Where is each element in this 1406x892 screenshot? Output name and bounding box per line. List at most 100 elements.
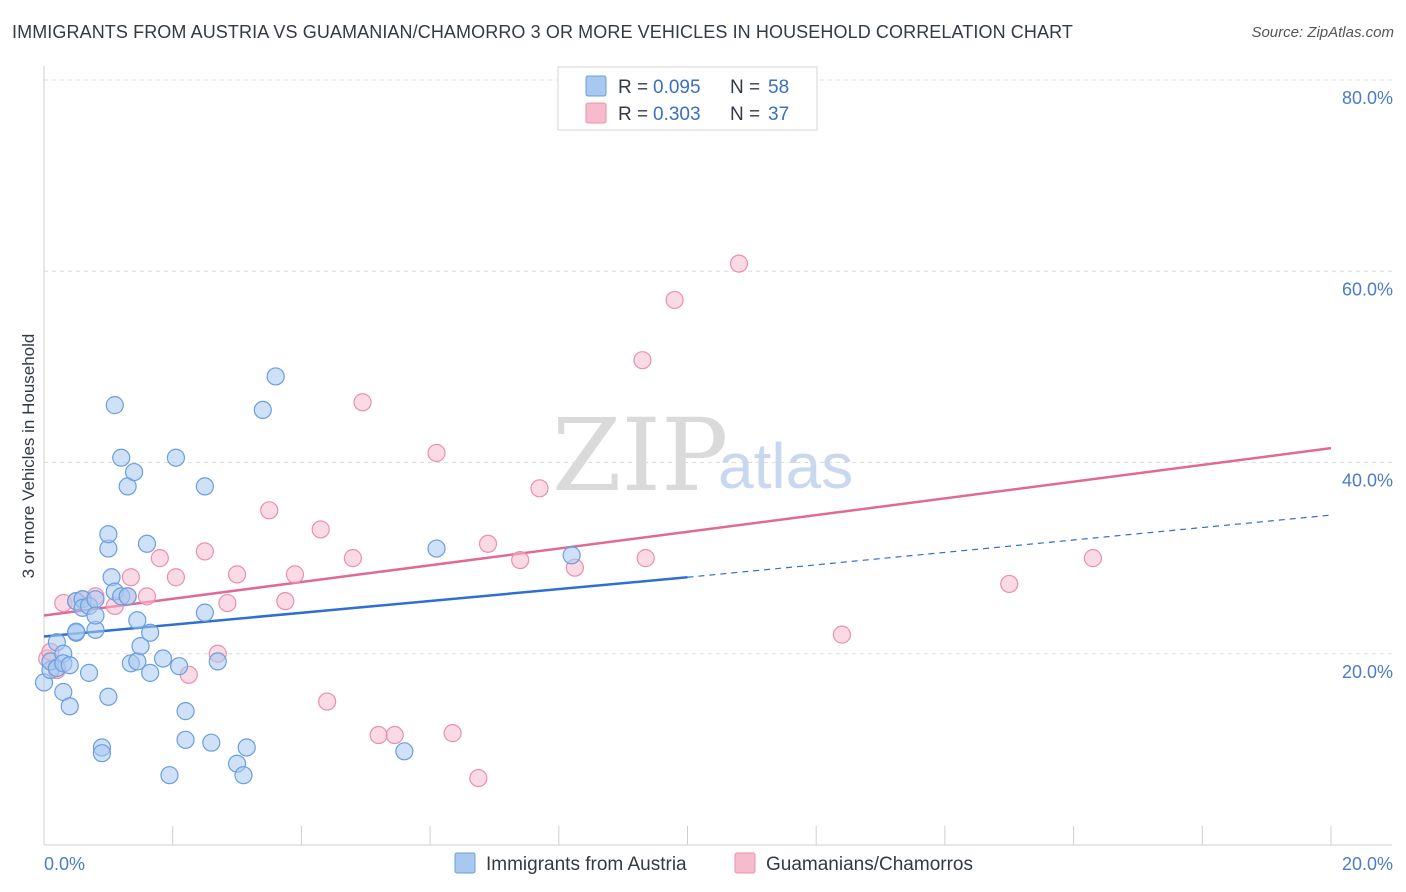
point-austria — [237, 738, 256, 757]
point-guamanians — [832, 625, 852, 644]
point-austria — [153, 649, 173, 668]
point-austria — [112, 448, 131, 467]
point-austria — [60, 656, 79, 675]
trend-line-guamanians — [43, 446, 1332, 617]
y-tick-label-80: 80.0% — [1342, 88, 1393, 108]
y-tick-label-40: 40.0% — [1342, 471, 1393, 491]
point-guamanians — [318, 692, 337, 711]
legend-r-label-austria: R = — [618, 77, 648, 98]
point-austria — [99, 525, 118, 544]
point-austria — [99, 687, 118, 706]
point-austria — [176, 702, 195, 721]
point-austria — [208, 652, 227, 671]
point-austria — [118, 587, 137, 606]
point-austria — [562, 546, 581, 565]
series-austria-points — [34, 367, 581, 785]
point-austria — [195, 603, 214, 622]
point-austria — [131, 636, 150, 656]
point-austria — [86, 606, 105, 625]
x-axis-ticks: 0.0% 20.0% — [43, 826, 1393, 874]
y-axis-ticks: 20.0% 40.0% 60.0% 80.0% — [1342, 88, 1393, 682]
watermark-zip: ZIP — [552, 397, 728, 514]
bottom-legend-swatch-guamanians — [734, 852, 756, 874]
point-guamanians — [121, 568, 140, 587]
point-austria — [395, 742, 414, 761]
point-guamanians — [227, 565, 247, 584]
point-guamanians — [369, 725, 388, 745]
chart-title: IMMIGRANTS FROM AUSTRIA VS GUAMANIAN/CHA… — [12, 22, 1073, 42]
point-austria — [79, 663, 99, 682]
point-guamanians — [260, 501, 279, 520]
point-austria — [105, 396, 124, 415]
x-tick-label-min: 0.0% — [44, 854, 85, 874]
trend-line-austria-extrapolated — [687, 514, 1332, 578]
point-guamanians — [137, 587, 157, 606]
legend-swatch-guamanians — [585, 102, 607, 124]
point-guamanians — [636, 549, 655, 568]
legend-r-value-austria: 0.095 — [653, 77, 701, 98]
point-guamanians — [478, 534, 498, 553]
bottom-legend-label-austria: Immigrants from Austria — [486, 854, 687, 875]
point-guamanians — [276, 592, 295, 611]
point-austria — [92, 744, 112, 763]
point-austria — [176, 730, 195, 749]
axes — [43, 66, 1392, 846]
legend-n-label-austria: N = — [730, 77, 760, 98]
point-austria — [166, 448, 186, 467]
point-guamanians — [343, 549, 362, 568]
point-guamanians — [511, 550, 530, 570]
point-guamanians — [150, 549, 169, 568]
legend-swatch-austria — [585, 75, 607, 97]
bottom-legend-label-guamanians: Guamanians/Chamorros — [766, 854, 973, 875]
point-austria — [202, 733, 221, 752]
legend-n-value-austria: 58 — [768, 77, 789, 98]
point-guamanians — [285, 565, 305, 584]
gridlines — [44, 79, 1392, 655]
point-austria — [141, 663, 160, 682]
legend-r-value-guamanians: 0.303 — [653, 104, 701, 125]
y-tick-label-60: 60.0% — [1342, 279, 1393, 299]
point-guamanians — [469, 768, 488, 788]
point-austria — [124, 462, 144, 482]
bottom-legend-swatch-austria — [454, 852, 476, 874]
source-credit: Source: ZipAtlas.com — [1251, 24, 1394, 41]
series-guamanians-points — [38, 254, 1103, 788]
legend-r-label-guamanians: R = — [618, 104, 648, 125]
point-guamanians — [1000, 574, 1019, 594]
point-guamanians — [311, 520, 330, 539]
point-guamanians — [353, 393, 372, 412]
stats-legend: R = 0.095 N = 58 R = 0.303 N = 37 — [557, 66, 818, 131]
watermark-atlas: atlas — [718, 430, 853, 502]
point-austria — [60, 697, 79, 716]
point-austria — [427, 539, 446, 558]
point-guamanians — [1083, 549, 1103, 568]
point-austria — [141, 623, 160, 642]
point-guamanians — [443, 724, 462, 743]
point-austria — [160, 766, 179, 785]
legend-n-value-guamanians: 37 — [768, 104, 789, 125]
y-axis-label: 3 or more Vehicles in Household — [19, 334, 38, 579]
point-austria — [266, 367, 285, 386]
point-austria — [170, 657, 189, 676]
point-austria — [234, 766, 253, 785]
legend-n-label-guamanians: N = — [730, 104, 760, 125]
point-guamanians — [729, 254, 749, 273]
point-austria — [128, 611, 147, 630]
point-guamanians — [665, 290, 684, 310]
point-austria — [86, 590, 105, 609]
y-tick-label-20: 20.0% — [1342, 662, 1393, 682]
point-austria — [253, 400, 272, 420]
point-guamanians — [530, 479, 549, 498]
point-guamanians — [195, 542, 214, 561]
point-guamanians — [166, 568, 186, 587]
point-guamanians — [218, 593, 237, 613]
point-austria — [67, 622, 86, 641]
point-austria — [195, 477, 214, 496]
point-austria — [137, 534, 157, 553]
x-tick-label-max: 20.0% — [1342, 854, 1393, 874]
point-guamanians — [633, 351, 652, 370]
point-guamanians — [427, 443, 446, 463]
series-legend: Immigrants from Austria Guamanians/Chamo… — [454, 852, 973, 875]
point-guamanians — [385, 725, 404, 745]
